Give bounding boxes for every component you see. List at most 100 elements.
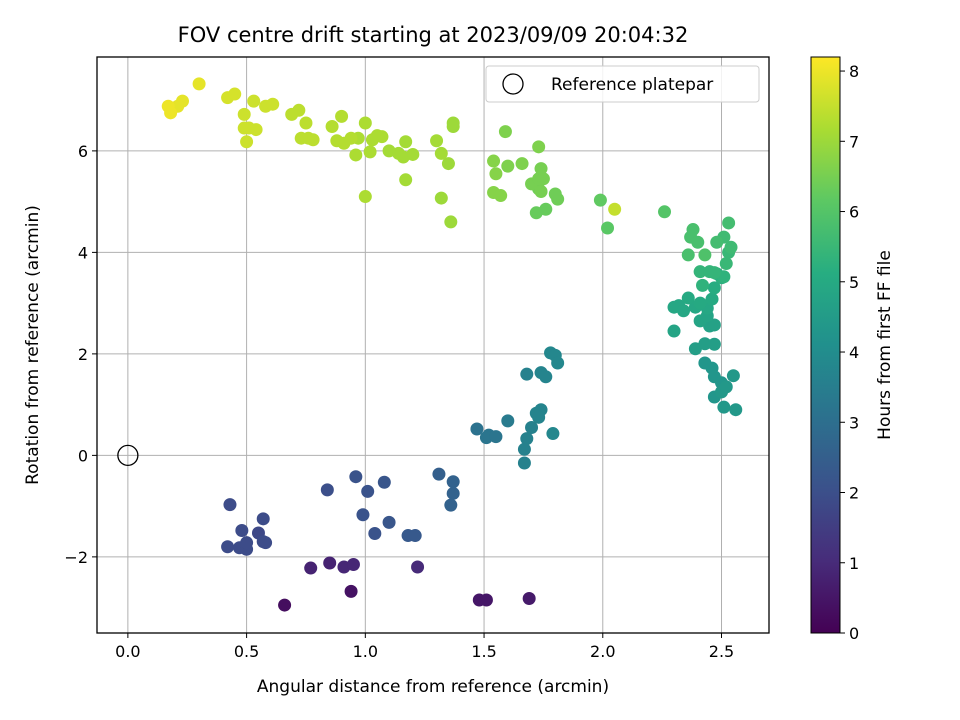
- y-tick-label: −2: [64, 548, 88, 567]
- legend-box: [485, 65, 760, 103]
- data-point: [693, 265, 707, 279]
- legend: Reference platepar: [485, 65, 760, 103]
- data-point: [705, 292, 719, 306]
- data-point: [729, 403, 743, 417]
- data-point: [240, 536, 254, 550]
- data-point: [515, 157, 529, 171]
- data-point: [294, 131, 308, 145]
- data-point: [299, 116, 313, 130]
- data-point: [719, 380, 733, 394]
- data-point: [368, 527, 382, 541]
- data-point: [534, 184, 548, 198]
- data-point: [266, 97, 280, 111]
- data-point: [522, 591, 536, 605]
- x-tick-label: 2.0: [590, 642, 615, 661]
- colorbar-tick-label: 5: [849, 273, 859, 292]
- data-point: [432, 467, 446, 481]
- plot-frame: [96, 56, 770, 634]
- data-point: [358, 116, 372, 130]
- data-point: [278, 598, 292, 612]
- data-point: [539, 370, 553, 384]
- data-point: [411, 560, 425, 574]
- chart-title: FOV centre drift starting at 2023/09/09 …: [178, 23, 689, 47]
- colorbar-tick-label: 1: [849, 554, 859, 573]
- data-point: [430, 134, 444, 148]
- data-point: [344, 584, 358, 598]
- data-point: [667, 324, 681, 338]
- data-point: [707, 266, 721, 280]
- data-point: [677, 304, 691, 318]
- data-point: [710, 235, 724, 249]
- data-point: [221, 540, 235, 554]
- colorbar-axis: 0 1 2 3 4 5 6 7 8: [840, 62, 859, 643]
- legend-reference-icon: [502, 73, 524, 95]
- data-point: [223, 498, 237, 512]
- data-point: [686, 223, 700, 237]
- data-point: [240, 135, 254, 149]
- data-point: [601, 221, 615, 235]
- data-point: [593, 193, 607, 207]
- data-point: [707, 281, 721, 295]
- x-axis: 0.0 0.5 1.0 1.5 2.0 2.5: [115, 633, 734, 661]
- reference-marker-layer: [117, 444, 139, 467]
- y-tick-label: 2: [78, 345, 88, 364]
- colorbar: [810, 56, 841, 634]
- data-point: [446, 486, 460, 500]
- data-point: [532, 410, 546, 424]
- data-point: [349, 470, 363, 484]
- data-point: [534, 162, 548, 176]
- data-point: [434, 191, 448, 205]
- data-point: [726, 369, 740, 383]
- data-point: [237, 121, 251, 135]
- data-point: [707, 337, 721, 351]
- x-tick-label: 0.0: [115, 642, 140, 661]
- data-point: [441, 157, 455, 171]
- data-point: [346, 557, 360, 571]
- data-point: [247, 94, 261, 108]
- data-point: [487, 154, 501, 168]
- data-point: [382, 515, 396, 529]
- data-point: [434, 146, 448, 160]
- data-point: [658, 205, 672, 219]
- x-tick-label: 1.5: [471, 642, 496, 661]
- data-point: [235, 523, 249, 537]
- data-point: [363, 145, 377, 159]
- data-point: [546, 427, 560, 441]
- data-point: [681, 248, 695, 262]
- data-point: [320, 483, 334, 497]
- colorbar-tick-label: 0: [849, 624, 859, 643]
- colorbar-tick-label: 7: [849, 132, 859, 151]
- data-point: [551, 356, 565, 370]
- data-point: [192, 77, 206, 91]
- data-point: [494, 189, 508, 203]
- data-point: [608, 202, 622, 216]
- data-point: [382, 144, 396, 158]
- data-point: [539, 202, 553, 216]
- data-point: [323, 556, 337, 570]
- data-point: [489, 167, 503, 181]
- data-point: [356, 508, 370, 522]
- data-point: [228, 87, 242, 101]
- y-axis-title: Rotation from reference (arcmin): [23, 205, 43, 485]
- data-point: [724, 240, 738, 254]
- colorbar-tick-label: 3: [849, 413, 859, 432]
- data-point: [335, 109, 349, 123]
- data-point: [536, 172, 550, 186]
- data-point: [696, 278, 710, 292]
- data-point: [444, 498, 458, 512]
- data-point: [520, 367, 534, 381]
- data-point: [501, 414, 515, 428]
- data-point: [446, 116, 460, 130]
- data-point: [237, 107, 251, 121]
- x-axis-title: Angular distance from reference (arcmin): [257, 677, 609, 697]
- data-point: [479, 593, 493, 607]
- colorbar-tick-label: 8: [849, 62, 859, 81]
- data-point: [688, 342, 702, 356]
- x-tick-label: 2.5: [709, 642, 734, 661]
- reference-platepar-marker: [117, 444, 139, 467]
- y-tick-label: 6: [78, 142, 88, 161]
- data-point: [498, 125, 512, 139]
- data-point: [408, 529, 422, 543]
- data-points: [161, 77, 743, 612]
- colorbar-tick-label: 4: [849, 343, 859, 362]
